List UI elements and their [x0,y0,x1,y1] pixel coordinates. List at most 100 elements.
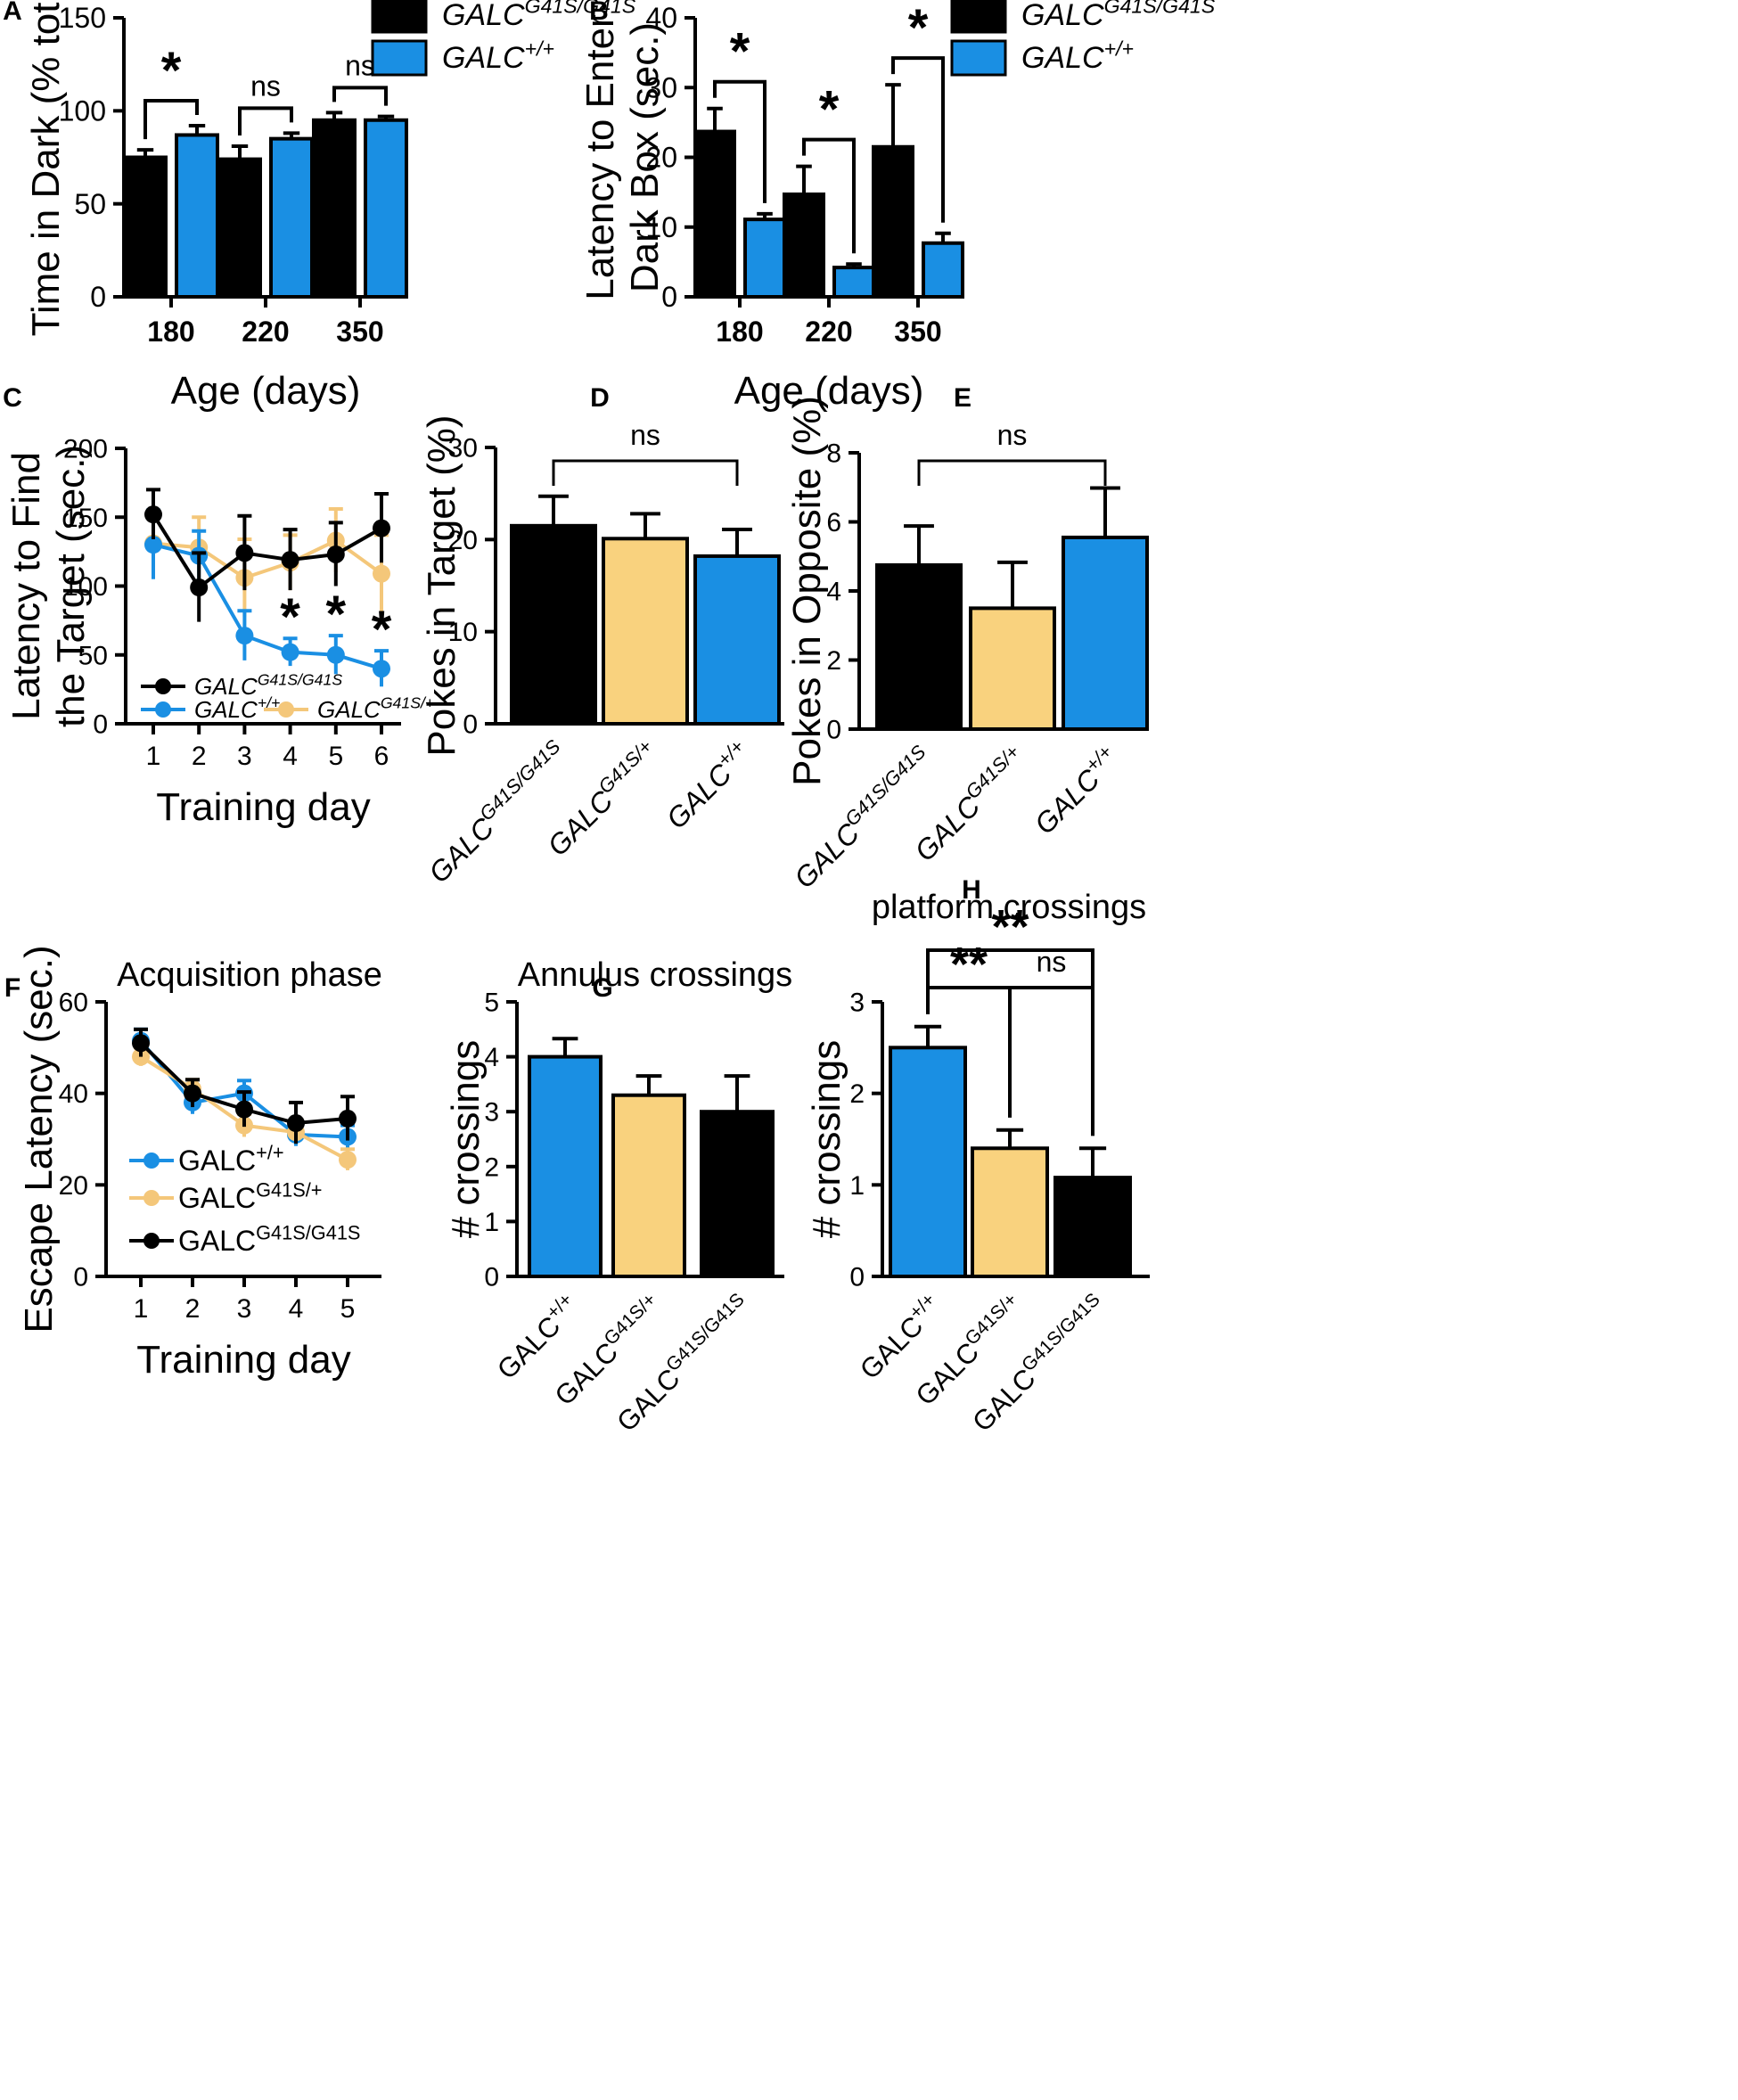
data-point [190,578,209,597]
significance-bracket [238,106,293,135]
y-tick-label: 1 [849,1171,865,1201]
y-tick-label: 0 [484,1263,499,1292]
significance-label: * [280,588,300,646]
x-tick-label: 2 [185,1294,201,1324]
y-tick-label: 150 [63,504,108,533]
y-axis-label: Dark Box (sec.) [623,22,667,292]
legend-swatch [371,39,428,77]
y-tick-label: 100 [63,572,108,602]
y-tick-label: 20 [448,526,478,555]
y-tick-label: 150 [59,2,106,34]
panel-letter: G [592,973,612,1003]
panel-letter: H [962,875,981,905]
legend-marker [155,701,171,718]
legend-label: GALC+/+ [194,694,280,723]
y-tick-label: 2 [826,646,841,676]
bar [971,1146,1049,1279]
data-point [326,645,345,664]
x-axis-label: Age (days) [734,369,924,413]
legend-swatch [950,39,1007,77]
bar [872,144,914,299]
bar [602,537,689,726]
x-tick-label: 350 [894,316,941,348]
bar [364,118,408,299]
y-axis-label: # crossings [805,1040,849,1239]
data-point [339,1151,357,1169]
significance-bracket [917,459,1107,486]
bar [969,606,1056,731]
y-axis-label: Time in Dark (% tot.) [24,0,68,336]
significance-label: * [326,586,347,644]
bar [875,562,963,731]
y-tick-label: 5 [484,988,499,1018]
y-tick-label: 60 [59,988,88,1018]
y-tick-label: 30 [448,434,478,463]
data-point [281,551,299,570]
legend-swatch [950,0,1007,34]
x-tick-label: 6 [374,742,389,771]
bar [783,192,825,299]
y-tick-label: 0 [849,1263,865,1292]
panel-letter: A [3,0,22,26]
x-tick-label: 3 [237,1294,252,1324]
data-point [132,1034,150,1053]
bar [922,241,964,299]
y-axis-label: # crossings [444,1040,488,1239]
panel-letter: E [954,383,971,413]
x-tick-label: 180 [147,316,194,348]
bar [123,155,168,299]
data-point [287,1114,305,1133]
bar [832,266,875,299]
data-point [144,536,162,554]
x-tick-label: 180 [716,316,763,348]
y-axis-label: Pokes in Opposite (%) [785,396,829,786]
y-tick-label: 100 [59,95,106,127]
significance-bracket [332,86,388,106]
legend-label: GALCG41S/G41S [178,1221,360,1257]
y-tick-label: 4 [826,578,841,607]
legend-label: GALC+/+ [442,37,554,75]
bar [1062,535,1149,731]
significance-label: ns [630,419,660,451]
y-tick-label: 1 [484,1208,499,1237]
x-tick-label: 2 [192,742,207,771]
x-tick-label: GALC+/+ [658,735,758,835]
x-axis-label: Training day [156,785,371,829]
bar [693,554,781,726]
x-tick-label: 1 [134,1294,149,1324]
legend-label: GALCG41S/+ [317,694,434,723]
y-tick-label: 4 [484,1043,499,1072]
y-tick-label: 30 [645,71,677,103]
x-tick-label: 3 [237,742,252,771]
bar [528,1054,603,1278]
y-tick-label: 2 [484,1153,499,1182]
y-tick-label: 0 [93,710,108,740]
bar [611,1093,686,1278]
legend-label: GALC+/+ [1021,37,1134,75]
data-point [373,519,390,537]
bar [693,129,736,299]
panel-letter: F [4,973,20,1003]
significance-label: ns [345,49,375,81]
y-tick-label: 6 [826,508,841,537]
legend-label: GALCG41S/G41S [442,0,636,32]
significance-label: ** [991,900,1029,954]
data-point [235,544,254,562]
significance-bracket [802,137,856,254]
data-point [339,1109,357,1128]
y-axis-label: the Target (sec.) [49,445,93,727]
panel-title: platform crossings [872,889,1146,926]
legend-label: GALC+/+ [178,1141,284,1177]
significance-label: * [161,42,182,100]
data-point [235,627,254,645]
y-tick-label: 0 [826,716,841,745]
significance-label: ns [250,70,281,102]
x-tick-label: 220 [805,316,852,348]
legend-marker [278,701,294,718]
y-tick-label: 50 [78,641,108,670]
significance-label: ns [1037,946,1067,978]
bar [510,523,597,726]
series-line [152,543,382,671]
x-tick-label: 5 [340,1294,356,1324]
